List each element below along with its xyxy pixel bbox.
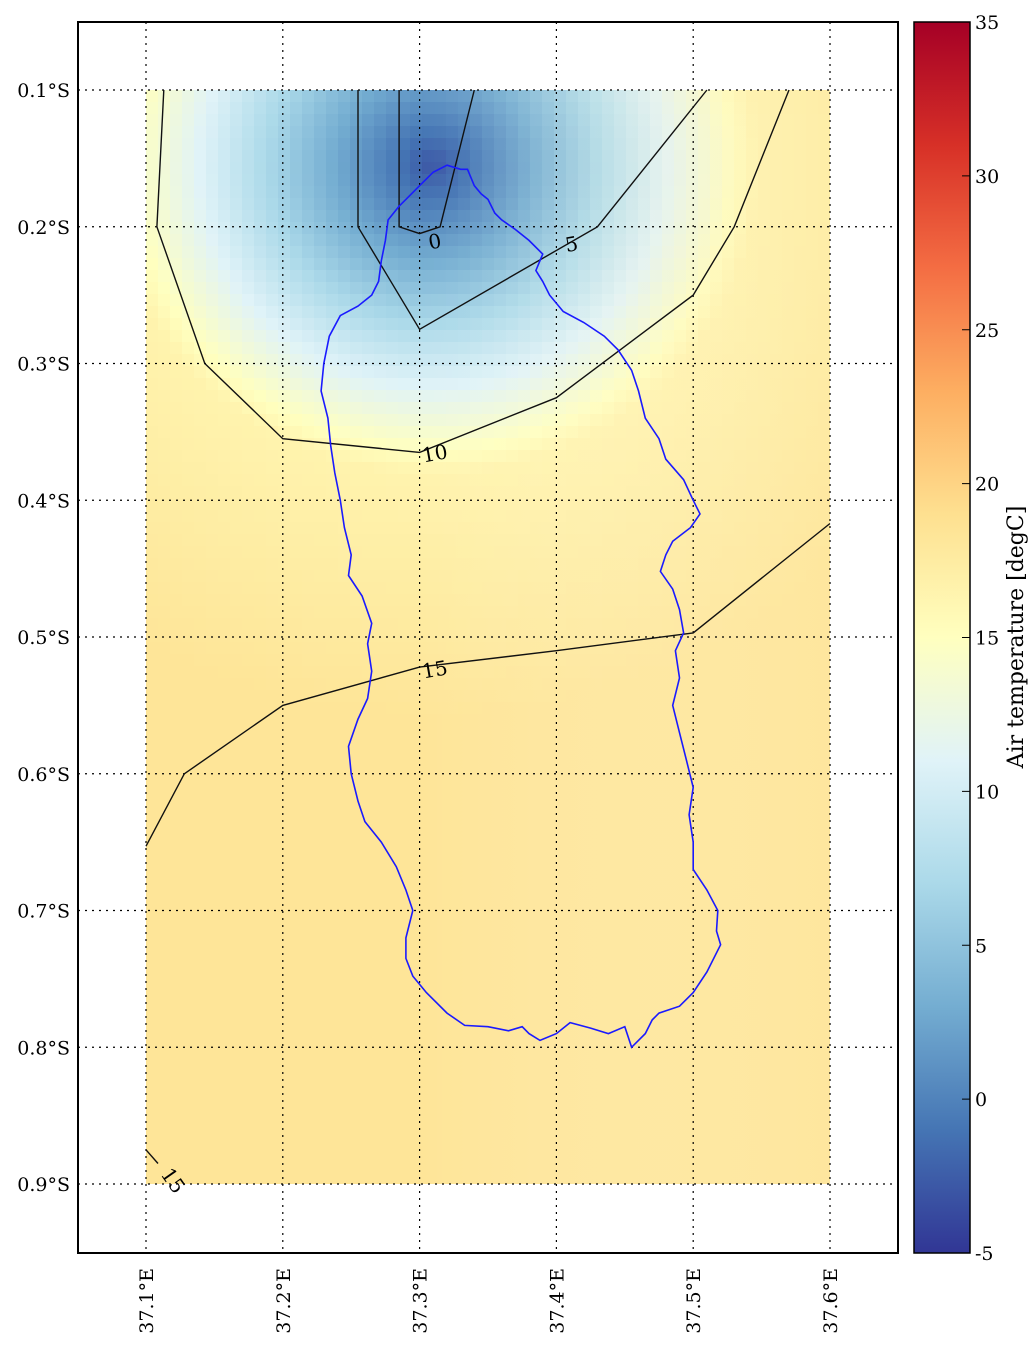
colorbar: 35 30 25 20 15 10 5 0 -5 Air temperature [degC] xyxy=(913,12,1029,1265)
contour-label-5: 5 xyxy=(563,231,580,257)
lat-tick-label: 0.5°S xyxy=(17,627,70,649)
contour-line-5 xyxy=(357,89,708,331)
lat-tick-label: 0.1°S xyxy=(17,80,70,102)
colorbar-tick-label: 25 xyxy=(975,320,999,342)
colorbar-tick-label: 20 xyxy=(975,474,999,496)
colorbar-tick-label: 5 xyxy=(975,935,987,957)
colorbar-tick-label: 15 xyxy=(975,628,999,650)
contour-line-0 xyxy=(398,89,475,235)
colorbar-tick-label: 30 xyxy=(975,166,999,188)
colorbar-label: Air temperature [degC] xyxy=(1004,506,1029,770)
colorbar-tick-label: 35 xyxy=(975,12,999,34)
colorbar-tick-labels: 35 30 25 20 15 10 5 0 -5 xyxy=(962,12,999,1265)
contour-line-corner xyxy=(145,1149,159,1164)
contour-label-15: 15 xyxy=(420,655,449,683)
temperature-field xyxy=(146,90,830,1184)
colorbar-tick-label: -5 xyxy=(975,1243,994,1265)
lon-tick-label: 37.6°E xyxy=(820,1268,842,1334)
lat-tick-label: 0.8°S xyxy=(17,1037,70,1059)
lat-tick-label: 0.3°S xyxy=(17,354,70,376)
contour-label-10: 10 xyxy=(420,439,449,467)
lon-tick-label: 37.4°E xyxy=(546,1268,568,1334)
lat-tick-label: 0.4°S xyxy=(17,490,70,512)
lat-tick-label: 0.6°S xyxy=(17,764,70,786)
latitude-tick-labels: 0.1°S 0.2°S 0.3°S 0.4°S 0.5°S 0.6°S 0.7°S 0.8°S… xyxy=(17,80,70,1196)
lon-tick-label: 37.2°E xyxy=(273,1268,295,1334)
contour-label-0: 0 xyxy=(426,228,443,254)
map-axes-border xyxy=(77,21,899,1254)
lon-tick-label: 37.5°E xyxy=(683,1268,705,1334)
catchment-outline xyxy=(320,164,722,1049)
contour-line-15 xyxy=(145,522,831,847)
lat-tick-label: 0.2°S xyxy=(17,217,70,239)
lon-tick-label: 37.3°E xyxy=(410,1268,432,1334)
colorbar-tick-label: 10 xyxy=(975,781,999,803)
contour-line-10 xyxy=(156,89,790,454)
colorbar-gradient xyxy=(913,21,971,1254)
lat-tick-label: 0.7°S xyxy=(17,901,70,923)
colorbar-tick-label: 0 xyxy=(975,1089,987,1111)
lon-tick-label: 37.1°E xyxy=(136,1268,158,1334)
longitude-tick-labels: 37.1°E 37.2°E 37.3°E 37.4°E 37.5°E 37.6°E xyxy=(136,1268,842,1334)
lat-tick-label: 0.9°S xyxy=(17,1174,70,1196)
